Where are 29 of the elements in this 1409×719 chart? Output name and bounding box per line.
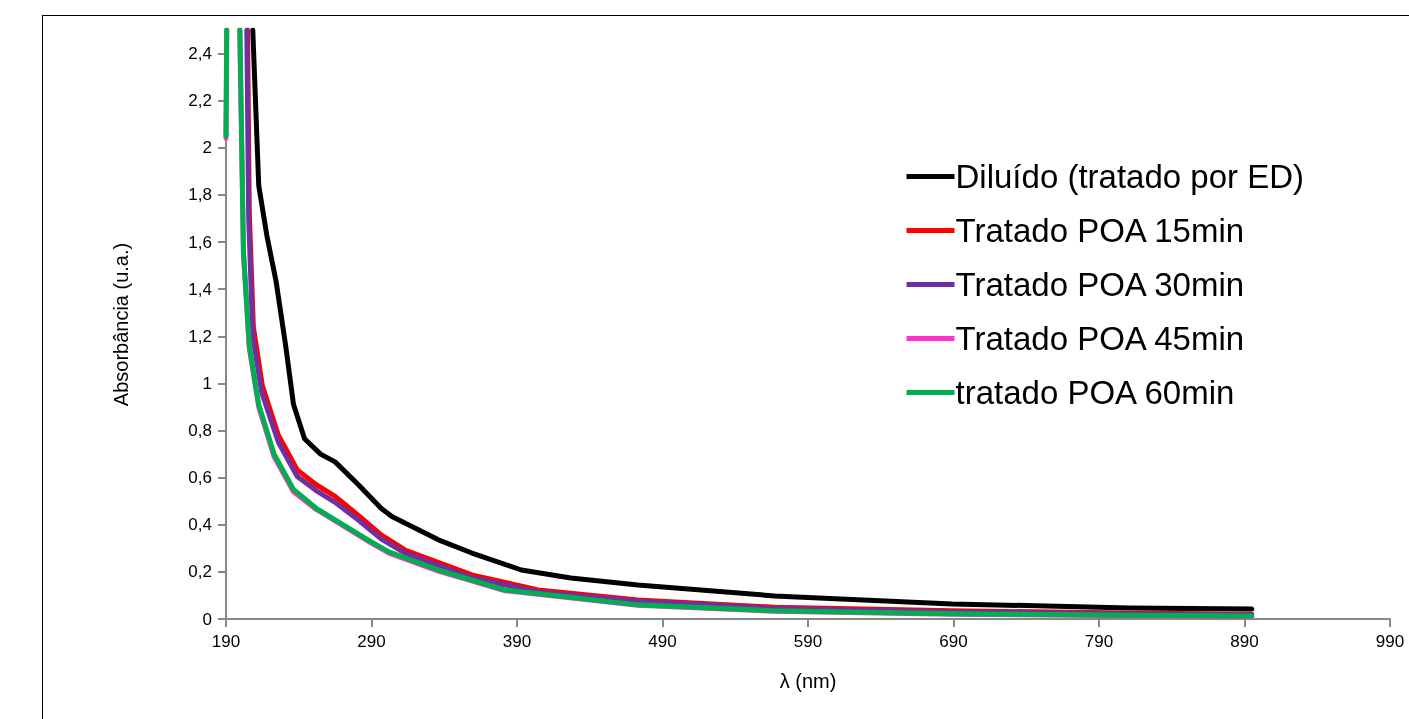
x-tick-label: 590: [793, 632, 823, 651]
y-tick-label: 1,4: [188, 279, 212, 299]
y-tick-label: 2: [202, 138, 212, 158]
y-tick-label: 2,2: [188, 91, 212, 111]
x-tick-label: 890: [1230, 632, 1259, 651]
y-tick-label: 1,2: [188, 326, 212, 346]
legend-label: Tratado POA 30min: [955, 266, 1245, 303]
y-tick-label: 0,8: [188, 421, 212, 441]
legend-label: Diluído (tratado por ED): [955, 158, 1304, 195]
y-tick-label: 0: [202, 609, 212, 629]
x-tick-label: 790: [1084, 632, 1114, 651]
x-tick-label: 190: [211, 632, 241, 651]
y-tick-label: 0,6: [188, 468, 212, 488]
y-tick-label: 1,8: [188, 185, 212, 205]
legend-label: Tratado POA 45min: [955, 320, 1245, 357]
legend-label: tratado POA 60min: [955, 374, 1235, 411]
x-tick-label: 990: [1375, 632, 1405, 651]
x-axis-title: λ (nm): [779, 670, 837, 692]
y-tick-label: 1,6: [188, 232, 212, 252]
y-tick-label: 0,4: [188, 515, 212, 535]
x-tick-label: 290: [357, 632, 386, 651]
legend-label: Tratado POA 15min: [955, 212, 1245, 249]
x-tick-label: 390: [502, 632, 532, 651]
x-tick-label: 690: [939, 632, 968, 651]
y-tick-label: 1: [202, 373, 212, 393]
y-tick-label: 2,4: [188, 44, 212, 64]
y-tick-label: 0,2: [188, 562, 212, 582]
x-tick-label: 490: [648, 632, 677, 651]
y-axis-title: Absorbância (u.a.): [110, 242, 132, 407]
